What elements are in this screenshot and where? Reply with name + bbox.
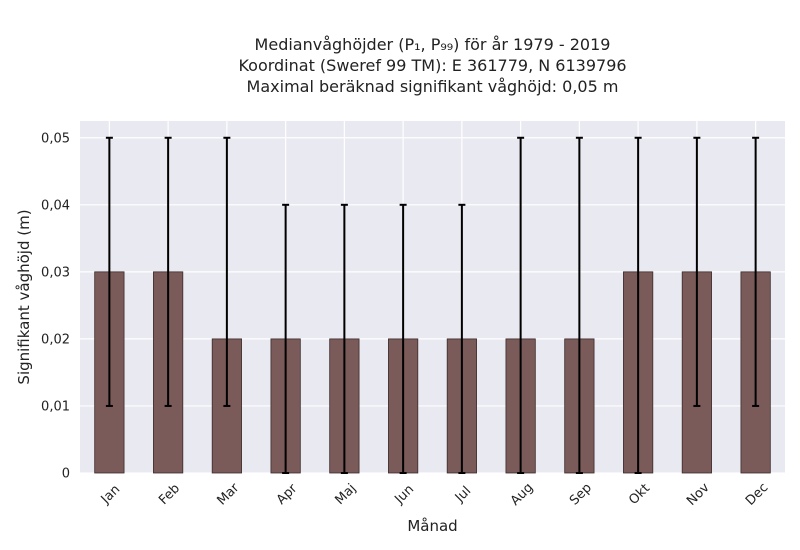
- x-tick-label-jan: Jan: [98, 482, 123, 507]
- y-tick-label: 0,01: [41, 399, 70, 414]
- x-tick-label-mar: Mar: [214, 480, 242, 508]
- y-tick-label: 0,05: [41, 131, 70, 146]
- x-tick-label-dec: Dec: [743, 480, 771, 508]
- error-bar-jul: [458, 203, 466, 474]
- x-tick-label-aug: Aug: [508, 480, 537, 509]
- title-line-2: Koordinat (Sweref 99 TM): E 361779, N 61…: [238, 56, 627, 75]
- title-line-3: Maximal beräknad signifikant våghöjd: 0,…: [246, 77, 619, 96]
- error-bar-nov: [693, 136, 701, 407]
- x-axis-label: Månad: [407, 517, 457, 535]
- chart-title: Medianvåghöjder (P₁, P₉₉) för år 1979 - …: [80, 34, 785, 97]
- x-tick-label-jun: Jun: [391, 482, 417, 508]
- y-axis-ticks: 0 0,01 0,02 0,03 0,04 0,05: [41, 131, 70, 481]
- x-tick-label-okt: Okt: [626, 481, 653, 508]
- error-bar-jun: [399, 203, 407, 474]
- error-bar-mar: [223, 136, 231, 407]
- error-bar-maj: [340, 203, 348, 474]
- y-tick-label: 0,02: [41, 332, 70, 347]
- x-tick-label-apr: Apr: [274, 481, 301, 508]
- error-bars-layer: [105, 136, 760, 474]
- error-bar-aug: [517, 136, 525, 474]
- error-bar-apr: [282, 203, 290, 474]
- x-tick-label-feb: Feb: [156, 481, 183, 508]
- y-tick-label: 0,04: [41, 198, 70, 213]
- x-tick-label-nov: Nov: [684, 480, 713, 509]
- plot-area: [80, 121, 785, 473]
- y-axis-label: Signifikant våghöjd (m): [15, 209, 33, 384]
- plot-background: [80, 121, 785, 473]
- x-tick-label-maj: Maj: [333, 481, 360, 508]
- error-bar-okt: [634, 136, 642, 474]
- x-tick-label-sep: Sep: [567, 481, 595, 509]
- y-tick-label: 0,03: [41, 265, 70, 280]
- error-bar-feb: [164, 136, 172, 407]
- error-bar-dec: [752, 136, 760, 407]
- x-axis-ticks: Jan Feb Mar Apr Maj Jun Jul Aug Sep Okt Nov Dec: [98, 480, 772, 509]
- title-line-1: Medianvåghöjder (P₁, P₉₉) för år 1979 - …: [254, 35, 611, 54]
- error-bar-jan: [105, 136, 113, 407]
- y-tick-label: 0: [62, 467, 70, 482]
- x-tick-label-jul: Jul: [452, 484, 474, 506]
- error-bar-sep: [575, 136, 583, 474]
